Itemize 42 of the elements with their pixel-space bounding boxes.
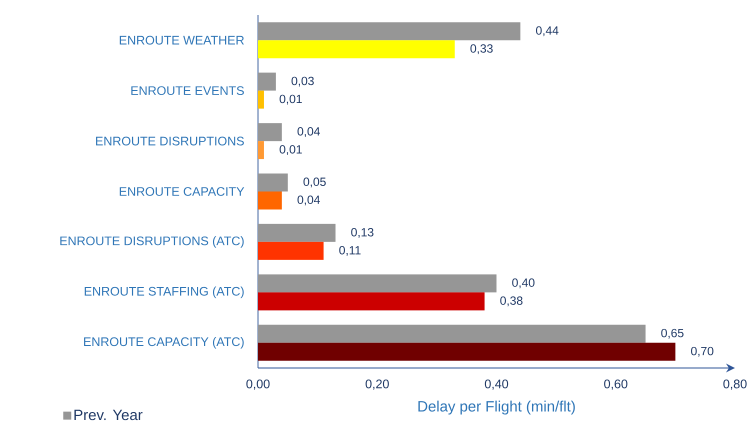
bar [258, 242, 324, 260]
data-label: 0,04 [298, 196, 320, 206]
bar [258, 22, 520, 40]
bar [258, 90, 264, 109]
x-axis-title: Delay per Flight (min/flt) [418, 400, 575, 415]
data-label: 0,03 [292, 76, 314, 87]
data-label: 0,44 [536, 26, 558, 36]
y-tick-label: ENROUTE EVENTS [131, 86, 244, 96]
data-label: 0,65 [661, 328, 684, 339]
y-tick-label: ENROUTE DISRUPTIONS [96, 136, 244, 146]
x-tick-label: 0,60 [604, 380, 628, 390]
bar [258, 224, 336, 242]
data-label: 0,01 [280, 145, 302, 156]
bar [258, 274, 497, 292]
data-label: 0,33 [470, 44, 493, 54]
bar [258, 292, 485, 310]
bar [258, 342, 676, 361]
data-label: 0,01 [280, 94, 302, 105]
data-label: 0,70 [691, 346, 714, 357]
data-label: 0,04 [298, 127, 320, 138]
y-tick-label: ENROUTE CAPACITY (ATC) [84, 336, 244, 349]
x-tick-label: 0,80 [723, 380, 747, 390]
x-tick-label: 0,40 [484, 380, 508, 390]
bar [258, 324, 646, 343]
bar [258, 72, 276, 91]
data-label: 0,38 [500, 296, 523, 306]
data-label: 0,05 [303, 178, 326, 188]
data-label: 0,11 [339, 246, 361, 256]
bar [258, 173, 288, 192]
y-tick-label: ENROUTE STAFFING (ATC) [84, 286, 244, 298]
bar [258, 141, 264, 160]
legend-label: Prev. Year [74, 410, 142, 420]
y-tick-label: ENROUTE DISRUPTIONS (ATC) [60, 236, 244, 248]
bar [258, 191, 282, 210]
y-tick-label: ENROUTE WEATHER [120, 36, 244, 45]
bar [258, 123, 282, 142]
data-label: 0,13 [351, 228, 374, 238]
y-tick-label: ENROUTE CAPACITY [120, 187, 244, 196]
bar [258, 40, 455, 58]
data-label: 0,40 [512, 278, 535, 288]
x-tick-label: 0,20 [366, 380, 389, 390]
x-tick-label: 0,00 [246, 380, 270, 390]
